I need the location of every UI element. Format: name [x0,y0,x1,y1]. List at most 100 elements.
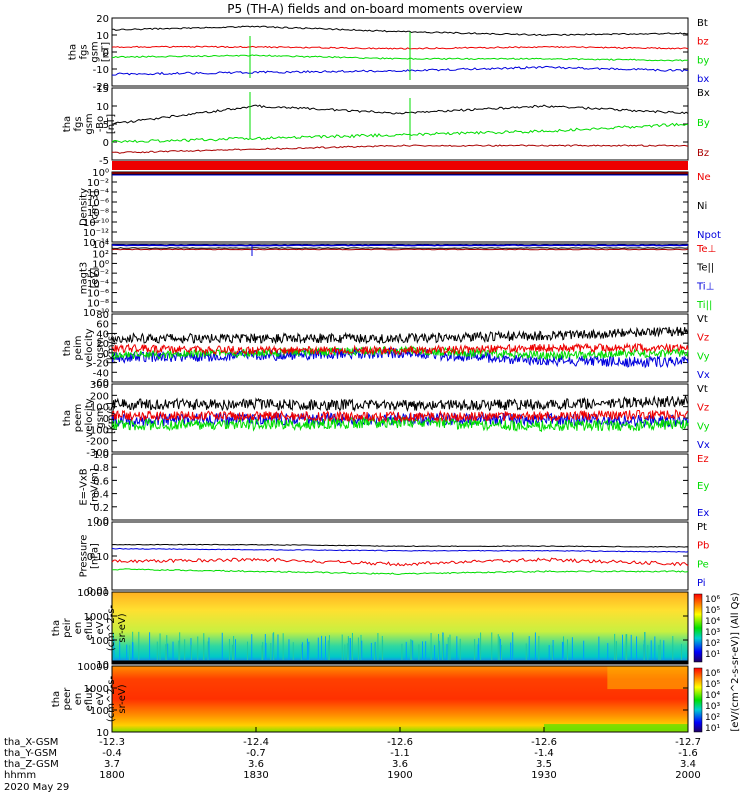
x-tick-label: -0.4 [102,748,122,759]
y-tick-label: 0 [103,414,109,425]
y-tick-label: 10⁻⁸ [87,298,109,309]
legend-entry: Pe [697,559,709,570]
series-line [111,45,689,50]
legend-entry: Ni [697,201,707,212]
legend-entry: Ey [697,481,709,492]
legend-entry: Pi [697,578,706,589]
y-axis-label: eflux [84,687,95,712]
y-tick-label: 1.0 [93,450,109,461]
y-tick-label: -300 [86,448,109,459]
x-row-label: hhmm [4,770,36,781]
y-tick-label: 40 [96,329,109,340]
y-axis-label: sr-eV) [117,613,128,642]
series-line [111,104,689,125]
y-tick-label: 0.4 [93,490,109,501]
legend-entry: Ex [697,508,709,519]
series-line [111,346,689,369]
series-line [111,547,689,553]
x-tick-label: -12.3 [99,737,125,748]
colorbar-tick: 10⁶ [705,595,720,605]
legend-entry: Vz [697,403,709,414]
series-line [111,122,689,144]
x-tick-label: 1900 [387,770,412,781]
colorbar-tick: 10⁴ [705,617,720,627]
x-tick-label: 3.6 [392,759,408,770]
y-tick-label: 10000 [77,588,109,599]
y-axis-label: Pressure [79,535,90,578]
colorbar-1 [693,593,703,663]
y-tick-label: -100 [86,425,109,436]
colorbar-tick: 10⁴ [705,691,720,701]
y-axis-label: [km/s] [106,402,117,434]
colorbar-tick: 10³ [705,628,720,638]
y-tick-label: 5 [103,120,109,131]
y-tick-label: 1000 [84,612,109,623]
series-line [111,344,689,361]
legend-entry: Vt [697,314,708,325]
y-axis-label: sr-eV) [117,684,128,713]
legend-entry: by [697,55,709,66]
y-tick-label: 0.8 [93,463,109,474]
y-tick-label: -60 [93,378,109,389]
y-tick-label: 10⁻¹⁰ [83,218,109,229]
y-axis-label: peir [62,617,73,637]
y-axis-label: eflux [84,616,95,641]
panel-frame [111,87,689,161]
y-axis-label: [nT] [101,42,112,62]
x-tick-label: -12.7 [675,737,701,748]
y-tick-label: 0.10 [87,552,109,563]
y-tick-label: 10⁻⁶ [87,289,109,300]
y-tick-label: 15 [96,84,109,95]
legend-entry: bz [697,37,709,48]
y-tick-label: -20 [93,82,109,93]
y-axis-label: tha [51,691,62,707]
legend-entry: Vz [697,333,709,344]
x-row-label: tha_Y-GSM [4,748,57,759]
peer-spectrogram-region [607,666,688,690]
y-axis-label: gsm [90,41,101,62]
legend-entry: Vy [697,351,710,362]
legend-entry: Ti⊥ [696,281,714,292]
x-tick-label: -1.1 [390,748,410,759]
y-tick-label: 300 [90,380,109,391]
series-line [111,326,689,345]
x-tick-label: 2000 [675,770,700,781]
y-tick-label: 0.01 [87,586,109,597]
colorbar-tick: 10¹ [705,724,720,734]
y-axis-label: en [73,622,84,635]
y-tick-label: 10 [96,660,109,671]
x-tick-label: 3.7 [104,759,120,770]
y-tick-label: 0 [103,138,109,149]
legend-entry: Vx [697,370,710,381]
legend-entry: Vy [697,421,710,432]
series-line [111,342,689,356]
colorbar-tick: 10¹ [705,650,720,660]
panel-frame [111,453,689,521]
y-tick-label: 10 [96,31,109,42]
y-tick-label: -200 [86,437,109,448]
y-axis-label: peer [62,687,73,711]
y-tick-label: 10⁻¹⁰ [83,308,109,319]
y-axis-label: tha [62,340,73,356]
y-axis-label: (cm^2-s- [106,675,117,722]
y-axis-label: en [73,693,84,706]
y-tick-label: 10⁻⁴ [87,188,109,199]
y-tick-label: 100 [90,706,109,717]
y-tick-label: 80 [96,310,109,321]
y-axis-label: [nPa] [90,543,101,569]
y-axis-label: tha [51,620,62,636]
y-tick-label: -5 [99,156,109,167]
legend-entry: bx [697,74,709,85]
y-axis-label: gsm [95,407,106,428]
y-axis-label: (cm^2-s- [106,604,117,651]
y-tick-label: 20 [96,339,109,350]
colorbar-tick: 10² [705,639,720,649]
legend-entry: Bt [697,18,708,29]
x-tick-label: 1830 [243,770,268,781]
mode-bar [112,161,688,170]
series-line [111,409,689,423]
y-tick-label: 100 [90,403,109,414]
x-row-label: tha_Z-GSM [4,759,59,770]
y-axis-label: [eV] [90,268,101,289]
y-tick-label: 0.6 [93,476,109,487]
